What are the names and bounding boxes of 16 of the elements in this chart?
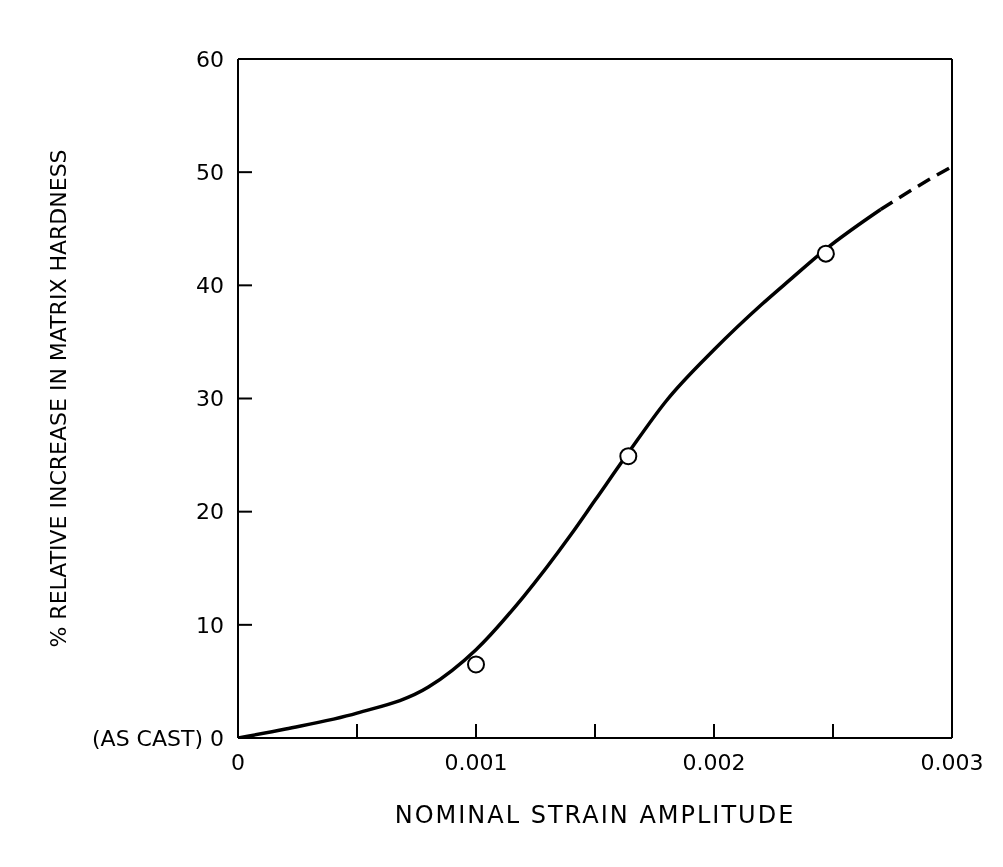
x-tick-label: 0.001 [444,749,508,775]
y-tick-label: 30 [196,386,224,412]
y-tick-label: (AS CAST) 0 [92,725,224,751]
x-tick-label: 0 [231,749,245,775]
x-tick-label: 0.003 [920,749,984,775]
point [467,655,485,674]
x-tick-label: 0.002 [682,749,746,775]
y-tick-label: 20 [196,499,224,525]
y-tick-label: 60 [196,46,224,72]
y-tick-label: 50 [196,159,224,185]
x-axis-title: NOMINAL STRAIN AMPLITUDE [394,801,796,829]
y-tick-label: 40 [196,273,224,299]
point [816,244,835,263]
y-tick-label: 10 [196,612,224,638]
point [619,447,638,466]
y-axis-title: % RELATIVE INCREASE IN MATRIX HARDNESS [45,149,71,648]
